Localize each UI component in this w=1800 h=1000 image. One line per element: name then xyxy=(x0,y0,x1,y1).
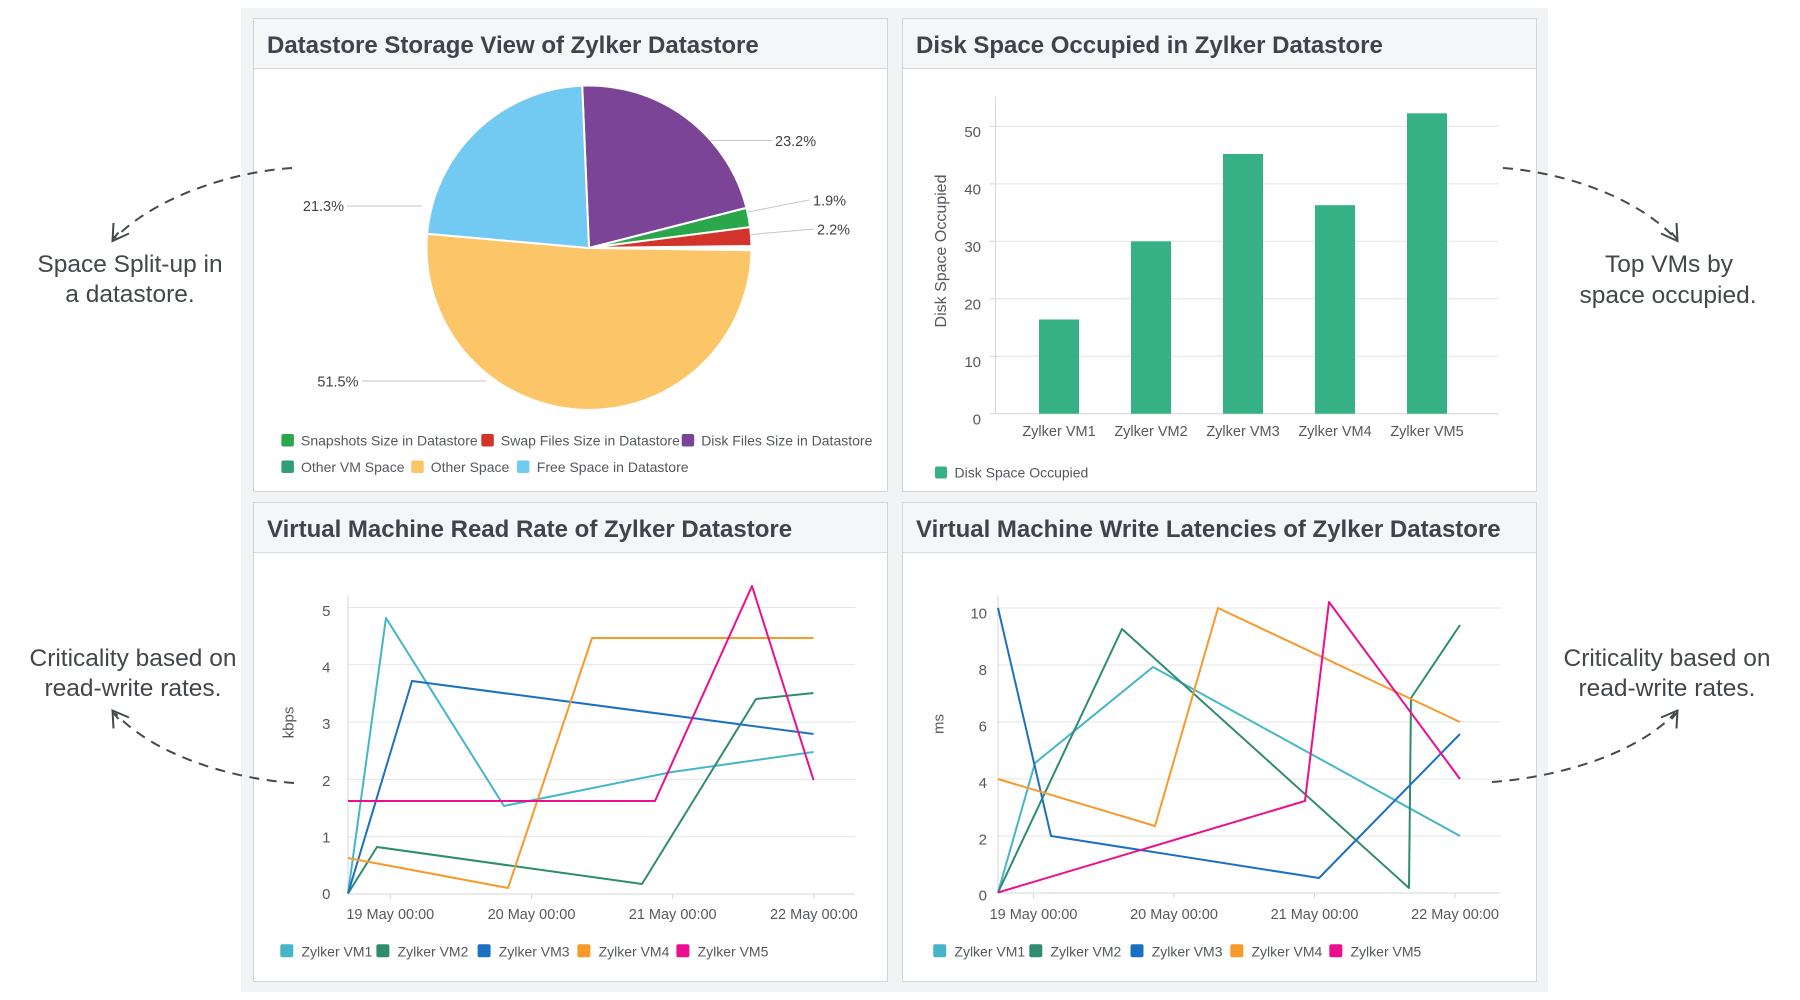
svg-text:10: 10 xyxy=(970,606,987,623)
svg-text:Snapshots Size in Datastore: Snapshots Size in Datastore xyxy=(301,433,478,449)
svg-text:Other Space: Other Space xyxy=(431,459,510,475)
svg-text:50: 50 xyxy=(964,124,981,141)
svg-text:0: 0 xyxy=(973,412,981,429)
svg-text:6: 6 xyxy=(979,719,987,736)
svg-text:10: 10 xyxy=(964,354,981,371)
svg-text:Zylker VM2: Zylker VM2 xyxy=(398,944,469,960)
svg-text:Zylker VM3: Zylker VM3 xyxy=(1152,944,1223,960)
svg-text:read-write rates.: read-write rates. xyxy=(44,675,221,702)
svg-text:19 May 00:00: 19 May 00:00 xyxy=(346,907,434,923)
svg-text:Zylker VM4: Zylker VM4 xyxy=(599,944,670,960)
svg-text:Criticality based on: Criticality based on xyxy=(30,645,237,672)
svg-text:8: 8 xyxy=(979,662,987,679)
svg-text:3: 3 xyxy=(322,716,330,733)
svg-text:Disk Files Size in Datastore: Disk Files Size in Datastore xyxy=(701,433,872,449)
svg-text:23.2%: 23.2% xyxy=(775,134,816,150)
svg-text:a datastore.: a datastore. xyxy=(65,281,194,308)
svg-text:Zylker VM4: Zylker VM4 xyxy=(1298,424,1371,440)
svg-text:Zylker VM2: Zylker VM2 xyxy=(1114,424,1187,440)
svg-text:Swap Files Size in Datastore: Swap Files Size in Datastore xyxy=(501,433,680,449)
svg-text:Zylker VM2: Zylker VM2 xyxy=(1051,944,1122,960)
svg-text:Zylker VM4: Zylker VM4 xyxy=(1252,944,1323,960)
svg-text:Zylker VM5: Zylker VM5 xyxy=(1351,944,1422,960)
svg-text:21 May 00:00: 21 May 00:00 xyxy=(1271,907,1359,923)
svg-text:40: 40 xyxy=(964,182,981,199)
svg-text:Zylker VM5: Zylker VM5 xyxy=(1390,424,1463,440)
svg-text:30: 30 xyxy=(964,239,981,256)
svg-text:4: 4 xyxy=(322,660,330,677)
svg-text:19 May 00:00: 19 May 00:00 xyxy=(990,907,1078,923)
svg-text:21.3%: 21.3% xyxy=(303,199,344,215)
svg-text:Zylker VM1: Zylker VM1 xyxy=(302,944,373,960)
svg-text:1.9%: 1.9% xyxy=(813,194,846,210)
svg-text:Other VM Space: Other VM Space xyxy=(301,459,405,475)
svg-text:Zylker VM3: Zylker VM3 xyxy=(1206,424,1279,440)
svg-text:Top VMs by: Top VMs by xyxy=(1605,251,1734,278)
svg-text:ms: ms xyxy=(931,714,948,734)
svg-text:20: 20 xyxy=(964,297,981,314)
svg-text:Zylker VM1: Zylker VM1 xyxy=(1022,424,1095,440)
svg-text:Zylker VM3: Zylker VM3 xyxy=(499,944,570,960)
svg-text:read-write rates.: read-write rates. xyxy=(1578,675,1755,702)
svg-text:51.5%: 51.5% xyxy=(317,375,358,391)
svg-text:0: 0 xyxy=(979,888,987,905)
svg-text:2: 2 xyxy=(322,773,330,790)
svg-text:Disk Space Occupied: Disk Space Occupied xyxy=(933,175,950,328)
svg-text:2: 2 xyxy=(979,832,987,849)
svg-text:Free Space in Datastore: Free Space in Datastore xyxy=(537,459,689,475)
svg-text:5: 5 xyxy=(322,603,330,620)
svg-text:4: 4 xyxy=(979,775,987,792)
svg-text:22 May 00:00: 22 May 00:00 xyxy=(1411,907,1499,923)
svg-text:20 May 00:00: 20 May 00:00 xyxy=(1130,907,1218,923)
svg-text:1: 1 xyxy=(322,829,330,846)
svg-text:Criticality based on: Criticality based on xyxy=(1564,645,1771,672)
svg-text:22 May 00:00: 22 May 00:00 xyxy=(770,907,858,923)
svg-text:0: 0 xyxy=(322,886,330,903)
svg-text:space occupied.: space occupied. xyxy=(1579,282,1756,309)
svg-text:20 May 00:00: 20 May 00:00 xyxy=(488,907,576,923)
svg-text:kbps: kbps xyxy=(281,707,298,739)
svg-text:2.2%: 2.2% xyxy=(817,223,850,239)
svg-text:Disk Space Occupied: Disk Space Occupied xyxy=(955,465,1089,481)
svg-text:Zylker VM5: Zylker VM5 xyxy=(698,944,769,960)
svg-text:Space Split-up in: Space Split-up in xyxy=(37,251,222,278)
svg-text:21 May 00:00: 21 May 00:00 xyxy=(629,907,717,923)
svg-text:Zylker VM1: Zylker VM1 xyxy=(954,944,1025,960)
